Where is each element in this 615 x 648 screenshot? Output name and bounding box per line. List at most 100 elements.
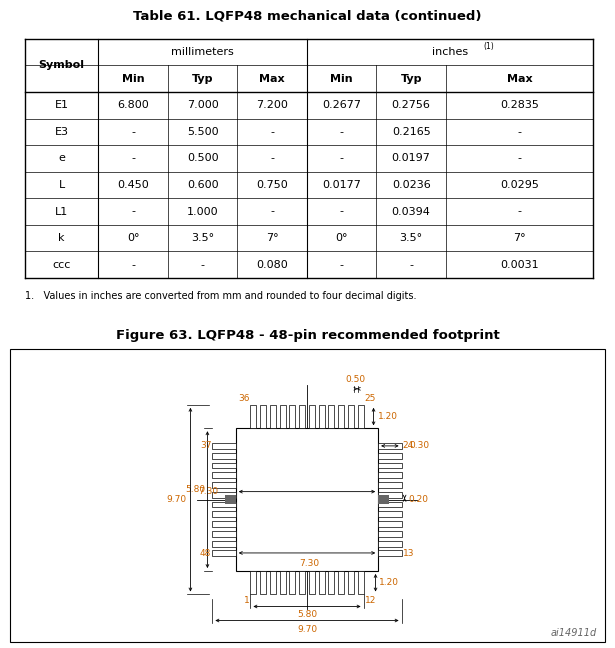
Bar	[378, 453, 402, 459]
Bar	[378, 492, 402, 498]
Text: 24: 24	[403, 441, 414, 450]
Bar	[378, 472, 402, 478]
Text: 3.5°: 3.5°	[400, 233, 423, 243]
Bar	[212, 463, 236, 469]
Bar	[250, 571, 256, 594]
Text: -: -	[409, 260, 413, 270]
Text: 0.500: 0.500	[187, 154, 218, 163]
Text: -: -	[339, 154, 344, 163]
Text: 0.2835: 0.2835	[500, 100, 539, 110]
Text: E1: E1	[55, 100, 68, 110]
Text: 7.000: 7.000	[187, 100, 218, 110]
Bar	[280, 571, 285, 594]
Bar	[378, 550, 402, 557]
Text: 0.20: 0.20	[408, 495, 429, 504]
Bar	[236, 428, 378, 571]
Text: 0.50: 0.50	[346, 375, 366, 384]
Text: -: -	[518, 207, 522, 216]
Text: ai14911d: ai14911d	[551, 628, 597, 638]
Text: -: -	[518, 154, 522, 163]
Text: -: -	[339, 127, 344, 137]
Bar	[212, 511, 236, 517]
Text: -: -	[339, 260, 344, 270]
Text: 5.80: 5.80	[297, 610, 317, 619]
Text: -: -	[270, 127, 274, 137]
Text: 0.080: 0.080	[256, 260, 288, 270]
Text: -: -	[131, 260, 135, 270]
Text: L1: L1	[55, 207, 68, 216]
Bar	[319, 571, 325, 594]
Text: Min: Min	[330, 74, 353, 84]
Bar	[250, 405, 256, 428]
Bar	[225, 495, 236, 504]
Text: 1.   Values in inches are converted from mm and rounded to four decimal digits.: 1. Values in inches are converted from m…	[25, 291, 416, 301]
Bar	[212, 472, 236, 478]
Bar	[358, 405, 363, 428]
Text: 48: 48	[200, 549, 212, 558]
Text: 1.20: 1.20	[379, 578, 399, 587]
Text: 0.2165: 0.2165	[392, 127, 430, 137]
Bar	[260, 405, 266, 428]
Text: -: -	[270, 154, 274, 163]
Bar	[212, 540, 236, 546]
Text: -: -	[339, 207, 344, 216]
Text: 9.70: 9.70	[297, 625, 317, 634]
Bar	[212, 482, 236, 488]
Text: 0°: 0°	[335, 233, 348, 243]
Bar	[348, 571, 354, 594]
Text: 13: 13	[403, 549, 414, 558]
Text: 0.2677: 0.2677	[322, 100, 361, 110]
Bar	[290, 405, 295, 428]
Bar	[378, 463, 402, 469]
Text: 0.450: 0.450	[117, 180, 149, 190]
Bar	[328, 571, 335, 594]
Bar	[300, 405, 305, 428]
Text: 5.80: 5.80	[185, 485, 205, 494]
Text: 36: 36	[238, 394, 250, 403]
Text: 7°: 7°	[266, 233, 279, 243]
Bar	[378, 482, 402, 488]
Bar	[378, 521, 402, 527]
Text: 0.0177: 0.0177	[322, 180, 361, 190]
Bar	[378, 531, 402, 537]
Bar	[212, 492, 236, 498]
Text: 7.200: 7.200	[256, 100, 288, 110]
Bar	[378, 540, 402, 546]
Bar	[378, 495, 389, 504]
Text: 37: 37	[200, 441, 212, 450]
Bar	[270, 571, 276, 594]
Text: inches: inches	[432, 47, 468, 57]
Text: 0.750: 0.750	[256, 180, 288, 190]
Text: 6.800: 6.800	[117, 100, 149, 110]
Bar	[212, 550, 236, 557]
Text: 5.500: 5.500	[187, 127, 218, 137]
Text: 9.70: 9.70	[166, 495, 186, 504]
Bar	[212, 502, 236, 507]
Bar	[378, 443, 402, 449]
Text: 7°: 7°	[514, 233, 526, 243]
Text: 7.30: 7.30	[299, 559, 319, 568]
Text: millimeters: millimeters	[171, 47, 234, 57]
Text: 0.600: 0.600	[187, 180, 218, 190]
Text: 0.2756: 0.2756	[392, 100, 430, 110]
Text: Typ: Typ	[192, 74, 213, 84]
Text: Min: Min	[122, 74, 145, 84]
Text: 0.0236: 0.0236	[392, 180, 430, 190]
Bar	[358, 571, 363, 594]
Text: 0.0197: 0.0197	[392, 154, 430, 163]
Text: 3.5°: 3.5°	[191, 233, 214, 243]
Bar	[212, 443, 236, 449]
Text: Table 61. LQFP48 mechanical data (continued): Table 61. LQFP48 mechanical data (contin…	[133, 10, 482, 23]
Bar	[338, 405, 344, 428]
Text: (1): (1)	[483, 42, 494, 51]
Bar	[378, 511, 402, 517]
Text: e: e	[58, 154, 65, 163]
Text: L: L	[58, 180, 65, 190]
Text: 25: 25	[365, 394, 376, 403]
Text: -: -	[131, 154, 135, 163]
Bar	[270, 405, 276, 428]
Bar	[309, 405, 315, 428]
Bar	[260, 571, 266, 594]
Text: -: -	[270, 207, 274, 216]
Text: 7.30: 7.30	[198, 487, 218, 496]
